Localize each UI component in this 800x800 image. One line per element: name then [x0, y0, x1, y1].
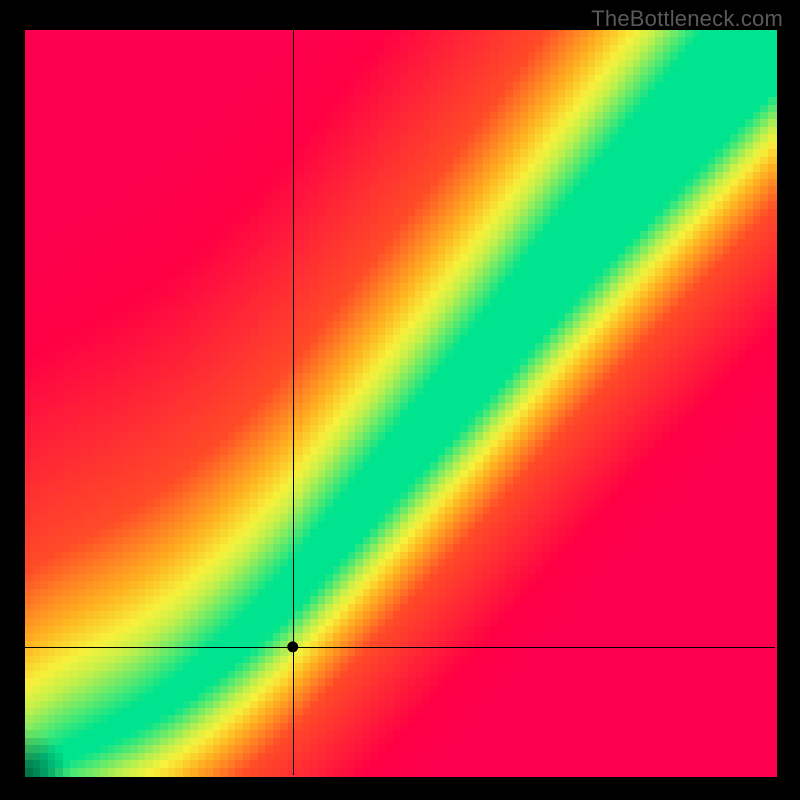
heatmap-canvas	[0, 0, 800, 800]
chart-container: TheBottleneck.com	[0, 0, 800, 800]
watermark-text: TheBottleneck.com	[591, 6, 783, 32]
